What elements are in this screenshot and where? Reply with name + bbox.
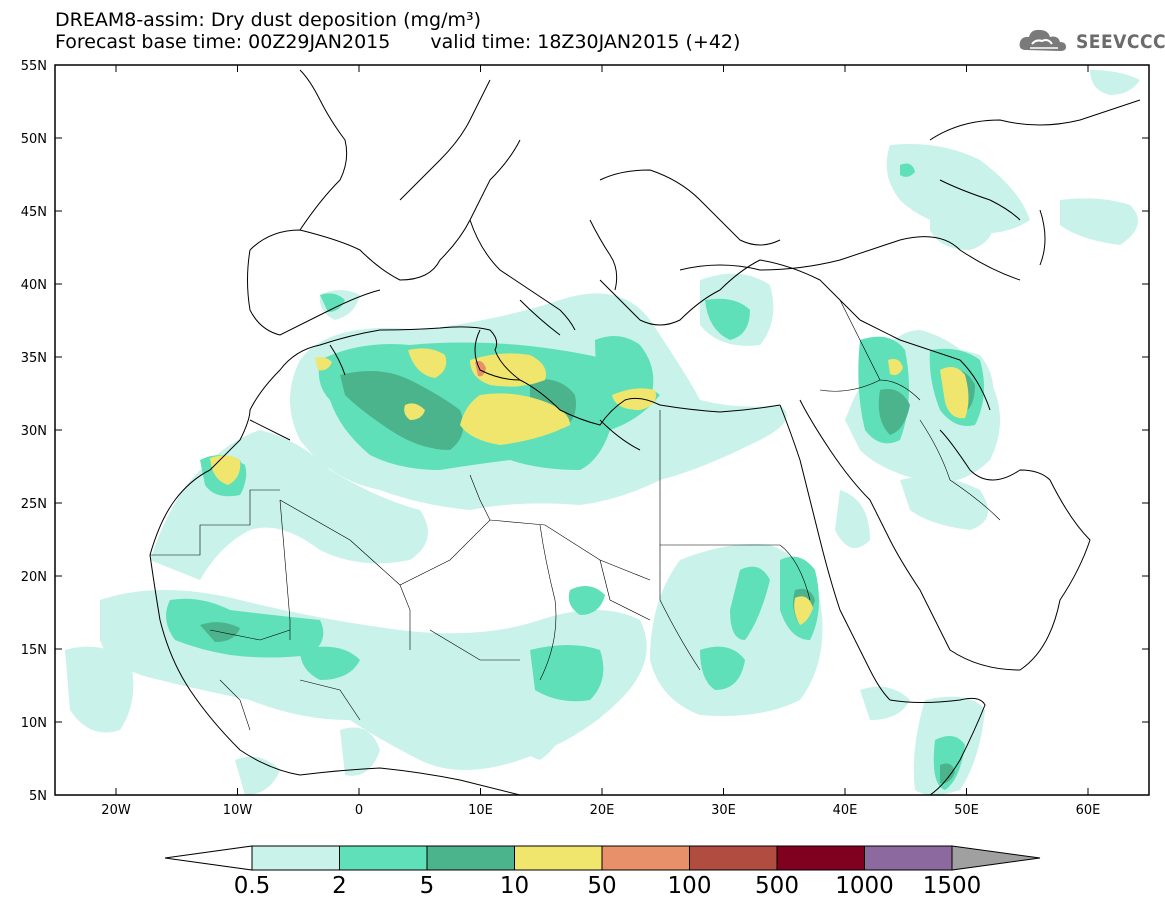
colorbar-label: 50 [587,873,616,899]
colorbar-arrow-low [164,845,253,871]
lat-label: 15N [21,643,47,658]
lon-label: 50E [954,803,979,818]
lat-label: 25N [21,497,47,512]
colorbar-label: 1500 [923,873,982,899]
colorbar-arrow-high [951,845,1041,871]
lat-label: 5N [29,789,47,804]
lon-label: 10W [223,803,253,818]
colorbar-label: 0.5 [234,873,271,899]
colorbar-label: 100 [668,873,712,899]
colorbar-swatch [689,845,778,871]
lat-label: 45N [21,205,47,220]
colorbar-swatch [426,845,515,871]
valid-time: valid time: 18Z30JAN2015 (+42) [430,31,741,53]
lon-label: 10E [468,803,493,818]
coastlines [149,69,1141,795]
lat-label: 50N [21,132,47,147]
lon-label: 40E [833,803,858,818]
colorbar-swatch [601,845,690,871]
lon-label: 20W [101,803,131,818]
seevccc-logo: SEEVCCC [1018,26,1165,56]
colorbar-swatch [251,845,340,871]
colorbar-swatch [514,845,603,871]
colorbar-label: 500 [755,873,799,899]
colorbar-swatch [864,845,953,871]
logo-text: SEEVCCC [1076,31,1165,53]
lat-label: 30N [21,424,47,439]
colorbar: 0.5 2 5 10 50 100 500 1000 1500 [164,845,1041,899]
colorbar-swatch [776,845,865,871]
colorbar-label: 1000 [835,873,894,899]
map-subtitle: Forecast base time: 00Z29JAN2015 valid ti… [55,31,740,53]
base-time: Forecast base time: 00Z29JAN2015 [55,31,391,53]
lat-label: 10N [21,716,47,731]
lat-label: 35N [21,351,47,366]
lat-label: 20N [21,570,47,585]
colorbar-swatch [339,845,428,871]
lon-label: 20E [590,803,615,818]
country-borders [150,299,1001,731]
cloud-icon [1019,29,1066,51]
colorbar-label: 2 [332,873,347,899]
colorbar-label: 5 [420,873,435,899]
lat-label: 40N [21,278,47,293]
lon-label: 0 [355,803,363,818]
colorbar-label: 10 [500,873,529,899]
map-title: DREAM8-assim: Dry dust deposition (mg/m³… [55,9,482,31]
axis-ticks: 55N 50N 45N 40N 35N 30N 25N 20N 15N 10N 5N 20W 10W 0 1… [21,59,1149,818]
lat-label: 55N [21,59,47,74]
lon-label: 30E [711,803,736,818]
lon-label: 60E [1076,803,1101,818]
